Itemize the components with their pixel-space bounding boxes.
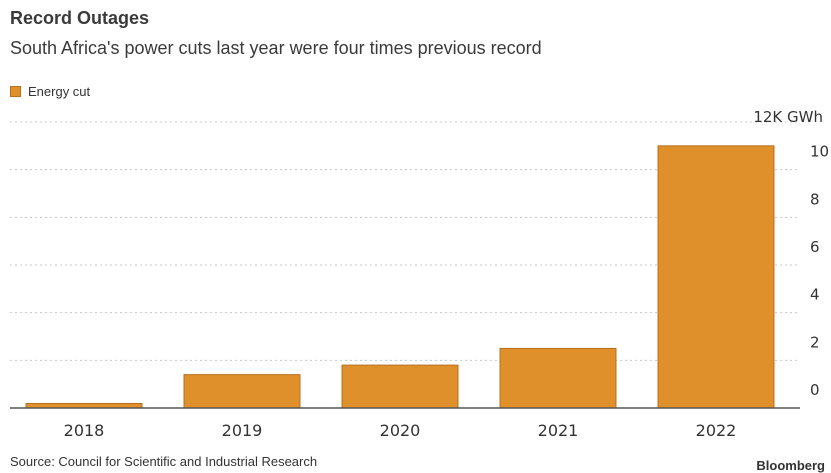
bars	[25, 145, 775, 409]
bar-2020	[341, 364, 459, 409]
y-tick-label: 2	[810, 333, 820, 351]
y-tick-label: 0	[810, 381, 820, 399]
legend: Energy cut	[10, 84, 90, 99]
bar-2021	[499, 347, 617, 409]
y-axis-unit-label: 12K GWh	[753, 108, 823, 126]
x-tick-label: 2022	[696, 421, 737, 440]
bar-2019	[183, 374, 301, 409]
y-axis: 0 2 4 6 8 10	[10, 143, 829, 409]
legend-swatch	[10, 86, 21, 97]
bar-2022	[657, 145, 775, 409]
gridlines	[10, 121, 800, 361]
source-note: Source: Council for Scientific and Indus…	[10, 454, 318, 469]
y-tick-label: 8	[810, 190, 820, 208]
y-tick-label: 6	[810, 238, 820, 256]
x-axis: 2018 2019 2020 2021 2022	[64, 421, 737, 440]
y-tick-label: 4	[810, 286, 820, 304]
x-tick-label: 2021	[538, 421, 579, 440]
x-tick-label: 2020	[380, 421, 421, 440]
x-tick-label: 2019	[222, 421, 263, 440]
legend-label: Energy cut	[28, 84, 91, 99]
y-tick-label: 10	[810, 143, 829, 161]
chart-subtitle: South Africa's power cuts last year were…	[10, 38, 542, 58]
x-tick-label: 2018	[64, 421, 105, 440]
chart-title: Record Outages	[10, 8, 150, 28]
brand-logo: Bloomberg	[756, 458, 825, 473]
